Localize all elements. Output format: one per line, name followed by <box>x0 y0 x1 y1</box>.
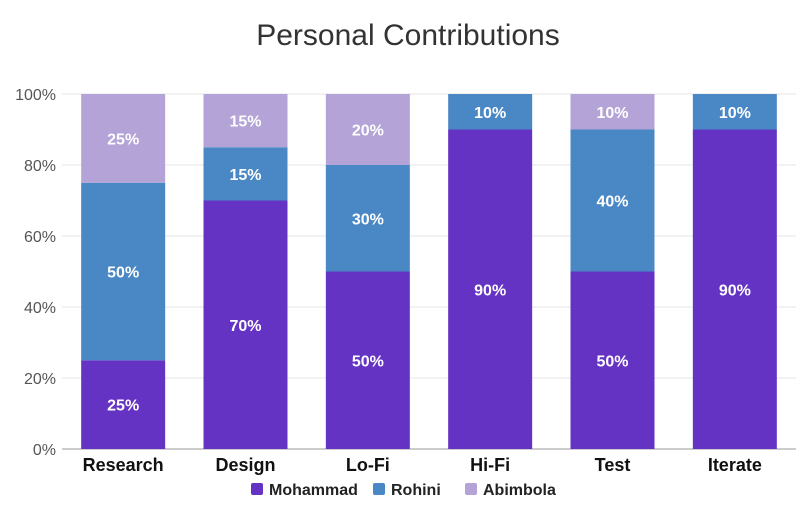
x-axis-ticks: Research Design Lo-Fi Hi-Fi Test Iterate <box>83 455 762 475</box>
bar-segment <box>570 271 655 449</box>
data-label: 20% <box>352 123 384 140</box>
legend-label: Abimbola <box>483 482 556 499</box>
bar-segment <box>81 182 166 361</box>
data-label: 10% <box>596 105 628 122</box>
bar-segment <box>448 129 533 449</box>
data-label: 25% <box>107 398 139 415</box>
bar-segment <box>570 94 655 130</box>
x-tick-label: Lo-Fi <box>346 455 390 475</box>
legend-label: Rohini <box>391 482 441 499</box>
y-tick-label: 0% <box>33 442 56 459</box>
chart-title: Personal Contributions <box>256 19 560 52</box>
legend-swatch <box>373 483 385 495</box>
bar-segment <box>203 200 288 449</box>
data-label: 30% <box>352 211 384 228</box>
bar-segment <box>325 94 410 165</box>
legend: Mohammad Rohini Abimbola <box>251 482 556 499</box>
bar-segment <box>570 129 655 272</box>
bar-segment <box>692 94 777 130</box>
legend-label: Mohammad <box>269 482 358 499</box>
data-label: 90% <box>474 282 506 299</box>
x-tick-label: Test <box>595 455 631 475</box>
data-labels: 25% 50% 25% 70% 15% 15% 50% 30% 20% 90% 10% 50% 40% 1… <box>107 105 751 415</box>
data-label: 15% <box>229 114 261 131</box>
legend-swatch <box>465 483 477 495</box>
legend-swatch <box>251 483 263 495</box>
bar-segment <box>692 129 777 449</box>
bar-segment <box>203 147 288 201</box>
legend-item[interactable]: Rohini <box>373 482 441 499</box>
bars <box>81 94 777 449</box>
bar-segment <box>325 271 410 449</box>
legend-item[interactable]: Abimbola <box>465 482 556 499</box>
y-tick-label: 60% <box>24 229 56 246</box>
bar-segment <box>448 94 533 130</box>
x-tick-label: Hi-Fi <box>470 455 510 475</box>
y-tick-label: 20% <box>24 371 56 388</box>
y-tick-label: 80% <box>24 158 56 175</box>
data-label: 50% <box>596 353 628 370</box>
bar-segment <box>325 165 410 272</box>
bar-segment <box>81 360 166 449</box>
data-label: 15% <box>229 167 261 184</box>
y-tick-label: 100% <box>15 87 56 104</box>
data-label: 90% <box>719 282 751 299</box>
bar-segment <box>81 94 166 183</box>
data-label: 10% <box>719 105 751 122</box>
legend-item[interactable]: Mohammad <box>251 482 358 499</box>
gridlines <box>62 93 796 450</box>
data-label: 70% <box>229 318 261 335</box>
data-label: 10% <box>474 105 506 122</box>
x-tick-label: Design <box>215 455 275 475</box>
y-tick-label: 40% <box>24 300 56 317</box>
bar-segment <box>203 94 288 148</box>
data-label: 50% <box>352 353 384 370</box>
data-label: 50% <box>107 265 139 282</box>
x-tick-label: Research <box>83 455 164 475</box>
data-label: 40% <box>596 194 628 211</box>
data-label: 25% <box>107 131 139 148</box>
x-tick-label: Iterate <box>708 455 762 475</box>
y-axis-ticks: 0% 20% 40% 60% 80% 100% <box>15 87 56 459</box>
